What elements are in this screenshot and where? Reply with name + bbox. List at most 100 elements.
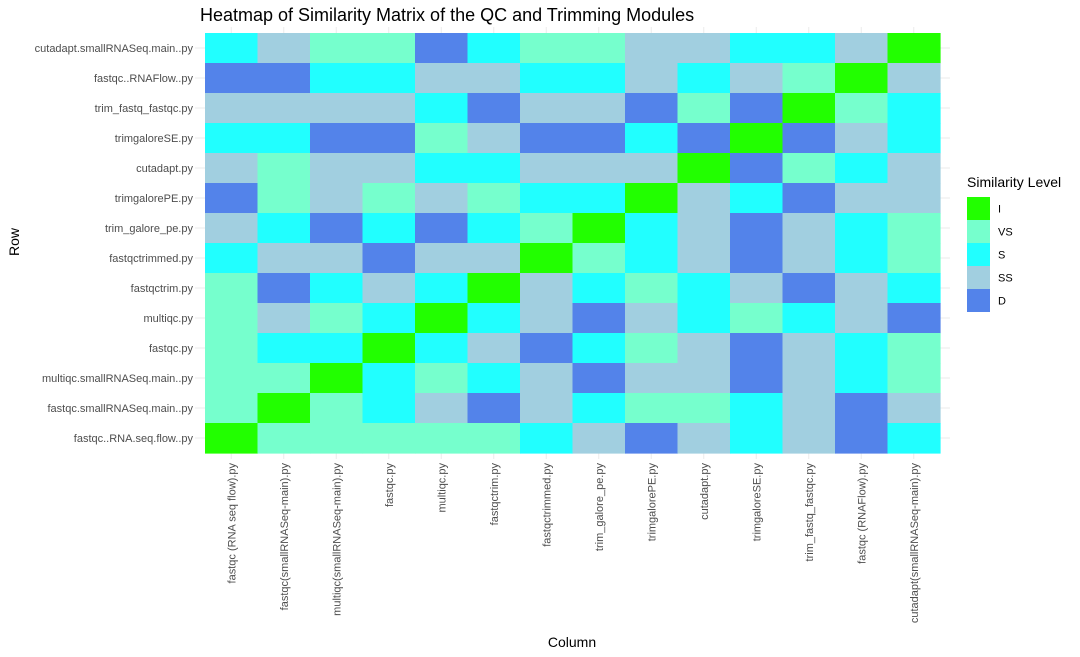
heatmap-cell [625,153,679,184]
legend-swatch [967,266,990,289]
x-tick-label: fastqctrimmed.py [541,463,553,547]
heatmap-cell [257,303,311,334]
x-tick-label: trim_galore_pe.py [594,463,606,552]
heatmap-cell [572,213,626,244]
heatmap-cell [415,333,469,364]
heatmap-cell [205,273,259,304]
heatmap-cell [625,63,679,94]
heatmap-cell [362,303,416,334]
heatmap-cell [835,273,889,304]
y-tick-label: trim_fastq_fastqc.py [95,103,194,115]
x-tick-label: cutadapt(smallRNASeq-main).py [909,463,921,624]
heatmap-cell [730,243,784,274]
heatmap-cell [782,93,836,124]
heatmap-cell [625,33,679,64]
heatmap-cell [782,63,836,94]
heatmap-cell [782,333,836,364]
heatmap-cell [572,33,626,64]
heatmap-cell [415,213,469,244]
legend-label: D [998,296,1006,308]
heatmap-cell [835,63,889,94]
heatmap-cell [205,303,259,334]
heatmap-cell [730,93,784,124]
heatmap-cell [835,93,889,124]
heatmap-cell [415,93,469,124]
heatmap-cell [677,243,731,274]
heatmap-cell [625,183,679,214]
legend-swatch [967,197,990,220]
heatmap-cell [572,63,626,94]
heatmap-cell [520,243,574,274]
heatmap-cell [835,303,889,334]
heatmap-cell [782,363,836,394]
heatmap-cell [520,153,574,184]
x-tick-label: fastqc (RNAFlow).py [856,463,868,564]
heatmap-cell [625,243,679,274]
heatmap-cell [205,33,259,64]
heatmap-cell [257,423,311,454]
legend-label: S [998,250,1005,262]
heatmap-cell [467,393,521,424]
heatmap-cell [677,123,731,154]
heatmap-cell [730,63,784,94]
heatmap-cell [467,63,521,94]
y-tick-label: fastqc..RNAFlow..py [94,73,194,85]
heatmap-cell [625,303,679,334]
heatmap-cell [415,243,469,274]
heatmap-cell [887,333,941,364]
heatmap-cell [310,213,364,244]
heatmap-cell [677,153,731,184]
heatmap-cells [205,33,941,454]
heatmap-cell [257,123,311,154]
heatmap-cell [572,393,626,424]
heatmap-cell [310,363,364,394]
heatmap-cell [205,183,259,214]
heatmap-cell [310,243,364,274]
heatmap-cell [467,333,521,364]
x-tick-label: cutadapt.py [699,463,711,520]
heatmap-cell [310,183,364,214]
heatmap-cell [835,423,889,454]
heatmap-cell [572,93,626,124]
heatmap-cell [467,213,521,244]
heatmap-cell [625,393,679,424]
y-axis-ticks: cutadapt.smallRNASeq.main..py fastqc..RNA… [35,43,194,445]
heatmap-cell [782,213,836,244]
chart-title: Heatmap of Similarity Matrix of the QC a… [200,5,694,25]
heatmap-cell [730,153,784,184]
heatmap-cell [730,333,784,364]
heatmap-cell [887,63,941,94]
legend-title: Similarity Level [967,174,1061,190]
heatmap-cell [730,123,784,154]
heatmap-cell [467,183,521,214]
heatmap-cell [257,243,311,274]
heatmap-cell [362,123,416,154]
heatmap-cell [887,183,941,214]
legend-swatch [967,220,990,243]
heatmap-cell [205,123,259,154]
heatmap-cell [730,33,784,64]
heatmap-cell [310,393,364,424]
heatmap-cell [835,153,889,184]
heatmap-cell [887,393,941,424]
heatmap-cell [467,423,521,454]
heatmap-cell [730,303,784,334]
heatmap-cell [415,33,469,64]
heatmap-cell [887,243,941,274]
heatmap-cell [257,213,311,244]
heatmap-cell [205,423,259,454]
heatmap-cell [257,93,311,124]
heatmap-cell [362,333,416,364]
heatmap-cell [835,123,889,154]
heatmap-cell [572,243,626,274]
heatmap-cell [677,63,731,94]
y-tick-label: trimgalorePE.py [115,193,194,205]
heatmap-cell [782,153,836,184]
heatmap-cell [625,123,679,154]
heatmap-cell [205,63,259,94]
heatmap-cell [362,153,416,184]
y-tick-label: cutadapt.py [136,163,193,175]
heatmap-cell [677,393,731,424]
heatmap-cell [625,333,679,364]
